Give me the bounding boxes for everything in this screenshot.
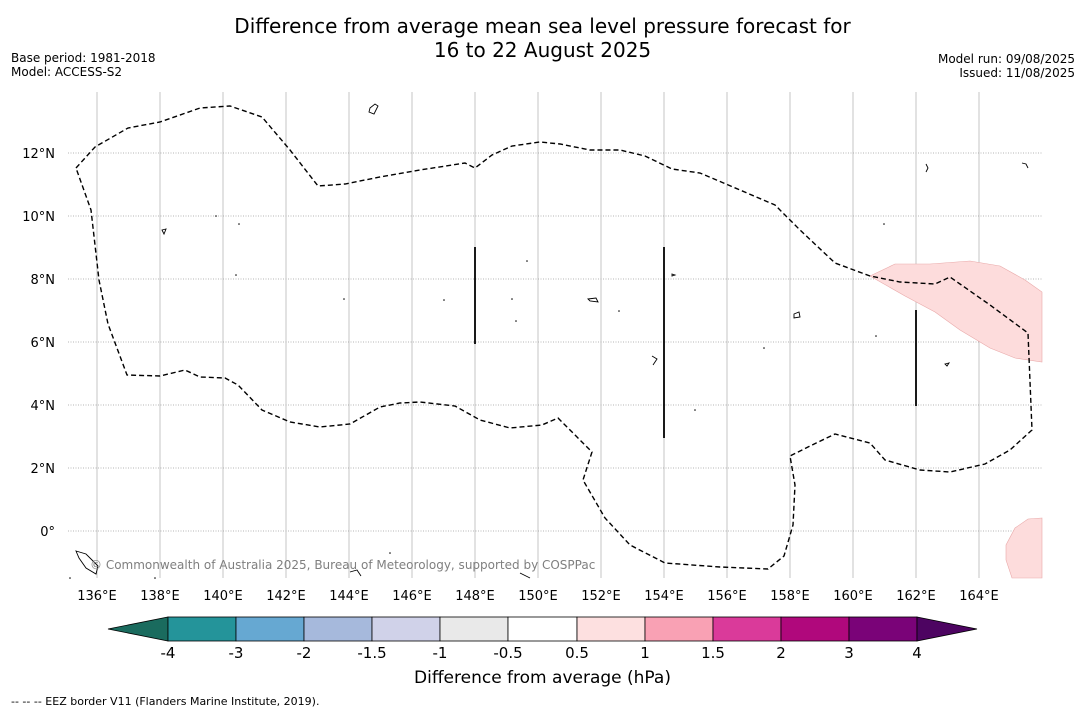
colorbar-tick: -4 (161, 644, 176, 662)
colorbar-bin-7 (576, 616, 646, 642)
lat-label-0: 0° (40, 525, 55, 540)
lat-label-8n: 8°N (31, 273, 56, 288)
lat-label-12n: 12°N (22, 147, 55, 162)
colorbar-bin-5 (439, 616, 509, 642)
colorbar-tick: 3 (844, 644, 854, 662)
lon-label-164e: 164°E (959, 589, 999, 604)
boundary-lines (474, 247, 917, 438)
issued-text: Issued: 11/08/2025 (959, 66, 1075, 80)
island-outlines (75, 103, 1029, 579)
colorbar-tick: 4 (912, 644, 922, 662)
colorbar-tick: 0.5 (565, 644, 589, 662)
title-line-2: 16 to 22 August 2025 (433, 38, 652, 62)
lon-label-152e: 152°E (581, 589, 621, 604)
colorbar-extend-min (107, 616, 169, 642)
model-run-text: Model run: 09/08/2025 (937, 52, 1075, 66)
lon-label-156e: 156°E (707, 589, 747, 604)
lon-label-148e: 148°E (455, 589, 495, 604)
colorbar-label: Difference from average (hPa) (414, 668, 671, 688)
colorbar-tick: -1 (433, 644, 448, 662)
colorbar-bin-9 (712, 616, 782, 642)
island-dots (69, 215, 885, 579)
colorbar-tick: -1.5 (357, 644, 386, 662)
lon-label-158e: 158°E (770, 589, 810, 604)
colorbar: -4 -3 -2 -1.5 -1 -0.5 0.5 1 1.5 2 3 4 (107, 616, 978, 662)
map-title: Difference from average mean sea level p… (0, 14, 1085, 62)
lon-label-146e: 146°E (392, 589, 432, 604)
colorbar-tick: 1.5 (701, 644, 725, 662)
lon-label-160e: 160°E (833, 589, 873, 604)
lon-label-144e: 144°E (329, 589, 369, 604)
colorbar-bin-4 (371, 616, 441, 642)
colorbar-tick: 2 (776, 644, 786, 662)
positive-anomaly-area-south (1005, 517, 1043, 579)
lon-label-142e: 142°E (266, 589, 306, 604)
colorbar-tick: -3 (229, 644, 244, 662)
colorbar-extend-max (916, 616, 978, 642)
colorbar-bin-10 (780, 616, 850, 642)
lat-label-10n: 10°N (22, 210, 55, 225)
colorbar-tick: 1 (640, 644, 650, 662)
colorbar-bin-1 (167, 616, 237, 642)
copyright-text: © Commonwealth of Australia 2025, Bureau… (90, 558, 596, 572)
eez-footnote: -- -- -- EEZ border V11 (Flanders Marine… (11, 695, 320, 708)
colorbar-bin-2 (235, 616, 305, 642)
latitude-gridlines (68, 152, 1042, 532)
title-line-1: Difference from average mean sea level p… (234, 14, 851, 38)
base-period-text: Base period: 1981-2018 (11, 51, 156, 65)
colorbar-tick: -0.5 (493, 644, 522, 662)
colorbar-bin-11 (848, 616, 918, 642)
lon-label-150e: 150°E (518, 589, 558, 604)
colorbar-bin-3 (303, 616, 373, 642)
lon-label-138e: 138°E (140, 589, 180, 604)
colorbar-tick: -2 (297, 644, 312, 662)
lon-label-162e: 162°E (896, 589, 936, 604)
lat-label-2n: 2°N (31, 462, 56, 477)
eez-border (75, 105, 1033, 570)
lon-label-136e: 136°E (77, 589, 117, 604)
colorbar-bin-8 (644, 616, 714, 642)
lon-label-154e: 154°E (644, 589, 684, 604)
model-text: Model: ACCESS-S2 (11, 65, 123, 79)
positive-anomaly-area (869, 260, 1043, 363)
longitude-gridlines (96, 92, 980, 578)
lon-label-140e: 140°E (203, 589, 243, 604)
lat-label-4n: 4°N (31, 399, 56, 414)
colorbar-bin-6 (507, 616, 578, 642)
lat-label-6n: 6°N (31, 336, 56, 351)
